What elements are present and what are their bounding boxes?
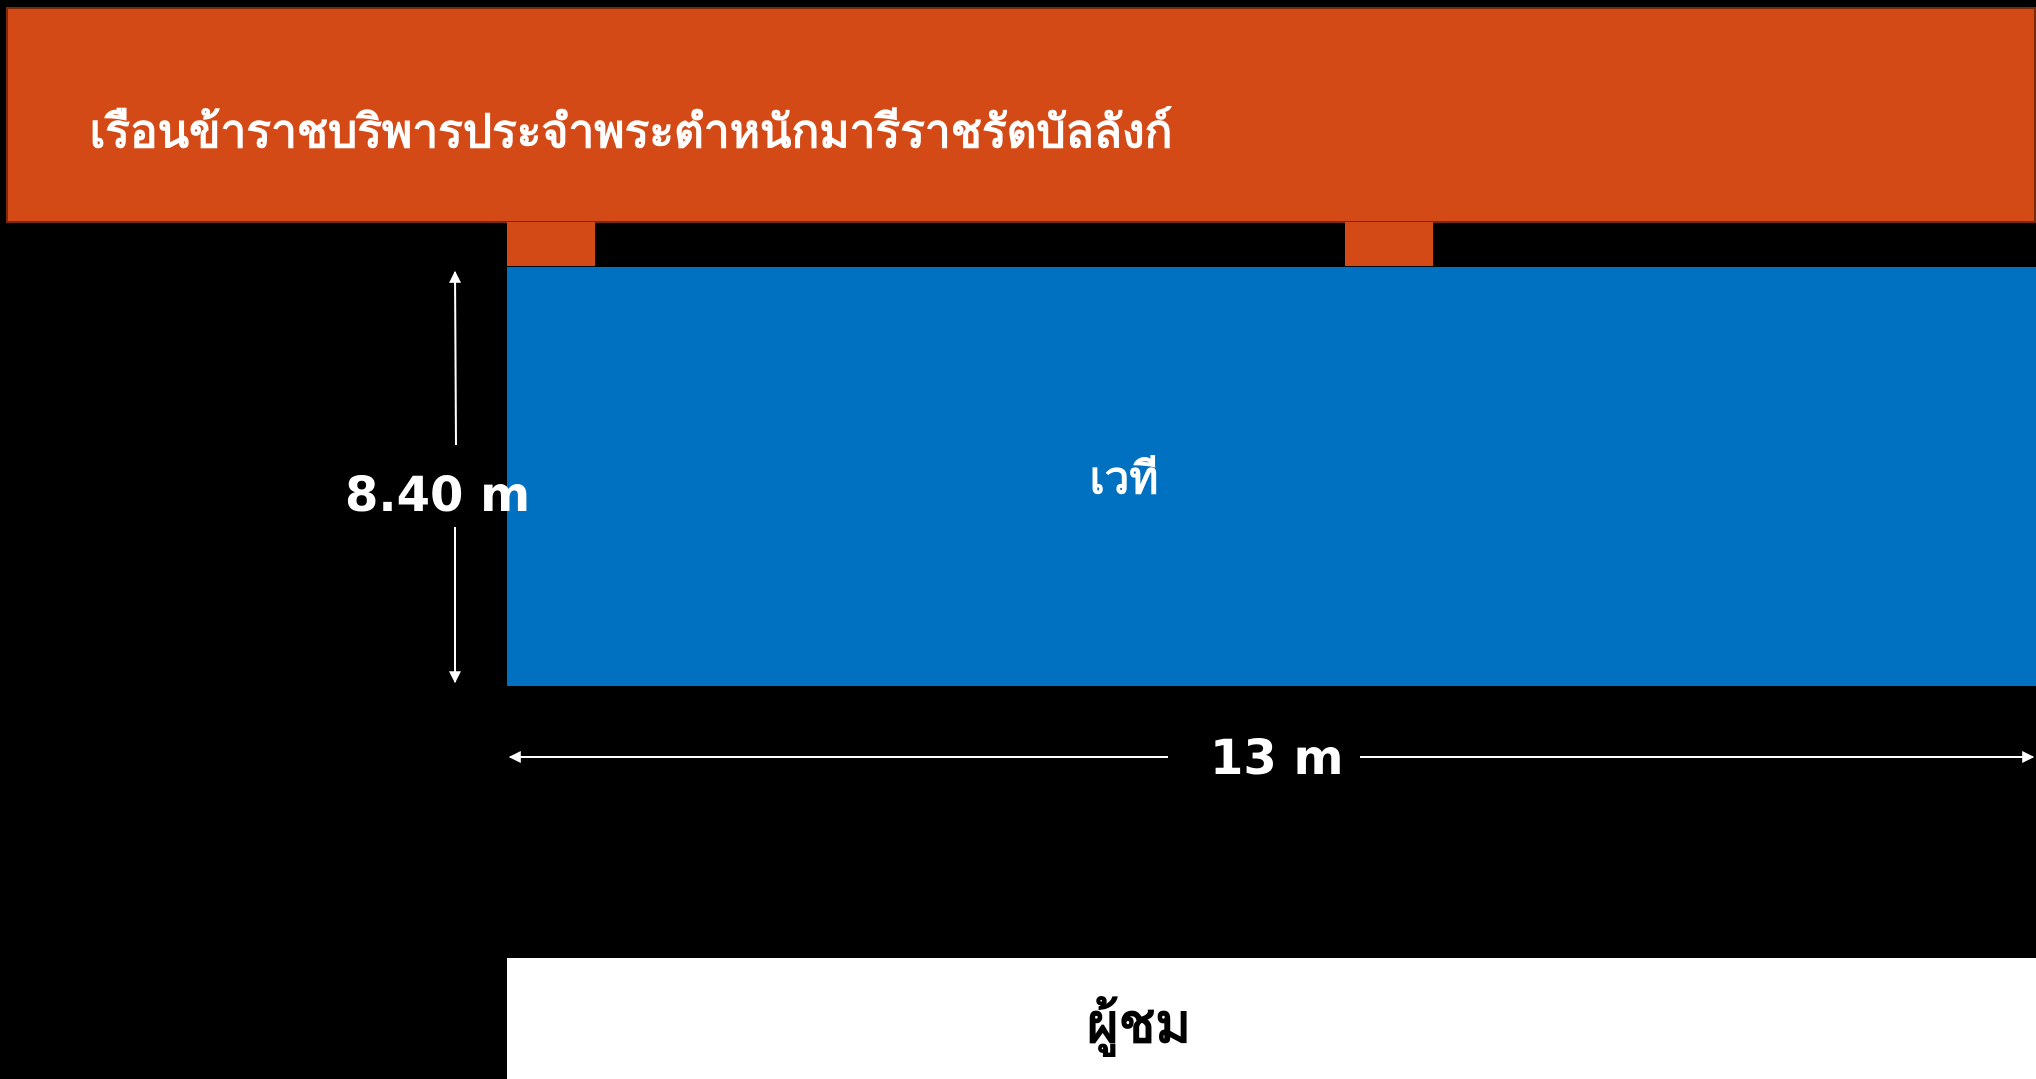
height-dimension-label: 8.40 m [345,467,531,523]
building-stage-connector-right [1345,222,1433,266]
height-arrow-top [449,270,462,446]
building-title: เรือนข้าราชบริพารประจำพระตำหนักมารีราชรั… [89,104,1173,158]
audience-area: ผู้ชม [507,958,2036,1079]
building-stage-connector-left [507,222,595,266]
stage-area: เวที [507,267,2036,686]
palace-building: เรือนข้าราชบริพารประจำพระตำหนักมารีราชรั… [6,7,2036,223]
width-dimension-label: 13 m [1210,730,1344,786]
audience-label: ผู้ชม [1087,992,1191,1055]
stage-label: เวที [1089,453,1159,504]
